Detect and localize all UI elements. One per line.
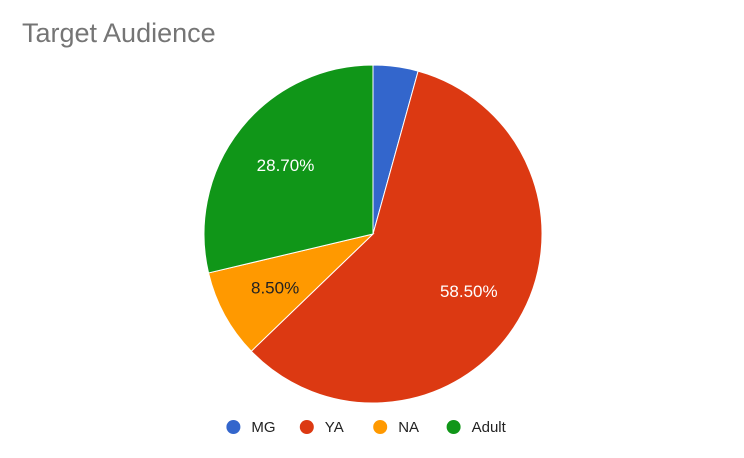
chart-title: Target Audience [22, 18, 216, 48]
legend-swatch-ya [299, 420, 314, 434]
pie-slice-adult [203, 64, 374, 274]
slice-label-na: 8.50% [251, 278, 299, 297]
legend-label-na: NA [398, 419, 419, 436]
legend-item-na[interactable]: NA [373, 419, 419, 436]
legend-item-adult[interactable]: Adult [446, 419, 507, 436]
slice-label-ya: 58.50% [440, 282, 498, 301]
legend-label-ya: YA [325, 419, 344, 436]
legend-swatch-na [373, 420, 388, 434]
legend: MG YA NA Adult [226, 419, 507, 436]
legend-item-ya[interactable]: YA [299, 419, 344, 436]
pie-slice-labels: 58.50% 8.50% 28.70% [251, 156, 498, 301]
legend-label-adult: Adult [472, 419, 507, 436]
legend-swatch-adult [446, 420, 461, 434]
pie-slice-ya [250, 70, 543, 404]
pie-slices [203, 64, 543, 404]
legend-label-mg: MG [251, 419, 275, 436]
legend-item-mg[interactable]: MG [226, 419, 276, 436]
legend-swatch-mg [226, 420, 241, 434]
slice-label-adult: 28.70% [257, 156, 315, 175]
